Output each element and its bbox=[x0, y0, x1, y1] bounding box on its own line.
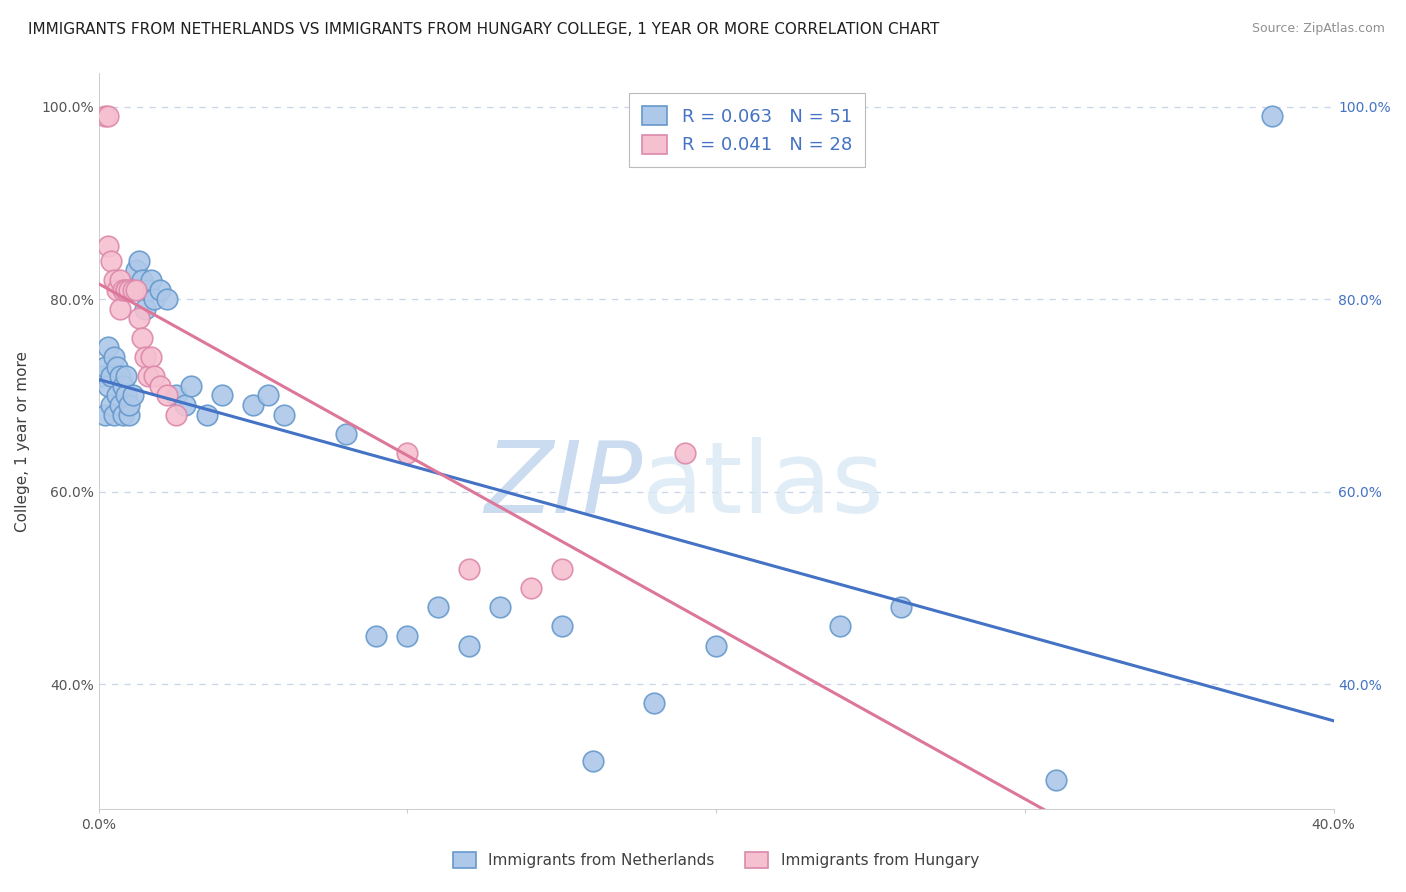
Point bbox=[136, 283, 159, 297]
Point bbox=[121, 388, 143, 402]
Point bbox=[115, 369, 138, 384]
Point bbox=[581, 754, 603, 768]
Point bbox=[828, 619, 851, 633]
Point bbox=[134, 301, 156, 316]
Point bbox=[103, 408, 125, 422]
Point bbox=[149, 283, 172, 297]
Point bbox=[366, 629, 388, 643]
Point bbox=[550, 562, 572, 576]
Point bbox=[195, 408, 218, 422]
Point bbox=[520, 581, 543, 595]
Point bbox=[136, 369, 159, 384]
Point bbox=[165, 408, 187, 422]
Point bbox=[458, 639, 481, 653]
Point bbox=[673, 446, 696, 460]
Point bbox=[124, 263, 146, 277]
Point bbox=[139, 350, 162, 364]
Point bbox=[131, 273, 153, 287]
Point bbox=[273, 408, 295, 422]
Legend: R = 0.063   N = 51, R = 0.041   N = 28: R = 0.063 N = 51, R = 0.041 N = 28 bbox=[630, 93, 865, 167]
Point bbox=[108, 369, 131, 384]
Point bbox=[550, 619, 572, 633]
Point bbox=[396, 446, 419, 460]
Text: IMMIGRANTS FROM NETHERLANDS VS IMMIGRANTS FROM HUNGARY COLLEGE, 1 YEAR OR MORE C: IMMIGRANTS FROM NETHERLANDS VS IMMIGRANT… bbox=[28, 22, 939, 37]
Point bbox=[115, 388, 138, 402]
Point bbox=[704, 639, 727, 653]
Point bbox=[105, 283, 128, 297]
Point bbox=[165, 388, 187, 402]
Point bbox=[112, 408, 135, 422]
Point bbox=[94, 359, 117, 374]
Point bbox=[1045, 773, 1067, 788]
Point bbox=[396, 629, 419, 643]
Point bbox=[97, 340, 120, 354]
Point bbox=[149, 379, 172, 393]
Point bbox=[489, 600, 512, 615]
Point bbox=[100, 398, 122, 412]
Point bbox=[131, 331, 153, 345]
Point bbox=[1261, 109, 1284, 123]
Point bbox=[890, 600, 912, 615]
Text: Source: ZipAtlas.com: Source: ZipAtlas.com bbox=[1251, 22, 1385, 36]
Point bbox=[174, 398, 197, 412]
Point bbox=[108, 398, 131, 412]
Point bbox=[94, 109, 117, 123]
Point bbox=[94, 408, 117, 422]
Point bbox=[105, 359, 128, 374]
Point bbox=[97, 239, 120, 253]
Point bbox=[139, 273, 162, 287]
Point bbox=[124, 283, 146, 297]
Point bbox=[180, 379, 202, 393]
Y-axis label: College, 1 year or more: College, 1 year or more bbox=[15, 351, 30, 532]
Point bbox=[242, 398, 264, 412]
Point bbox=[97, 109, 120, 123]
Point bbox=[112, 283, 135, 297]
Point bbox=[90, 369, 112, 384]
Point bbox=[143, 369, 166, 384]
Point bbox=[121, 283, 143, 297]
Point bbox=[427, 600, 450, 615]
Point bbox=[143, 292, 166, 306]
Point bbox=[103, 350, 125, 364]
Point bbox=[115, 283, 138, 297]
Point bbox=[155, 388, 177, 402]
Point bbox=[100, 369, 122, 384]
Point bbox=[118, 398, 141, 412]
Point bbox=[108, 273, 131, 287]
Point bbox=[100, 253, 122, 268]
Point bbox=[335, 426, 357, 441]
Point bbox=[118, 408, 141, 422]
Point bbox=[257, 388, 280, 402]
Text: ZIP: ZIP bbox=[484, 437, 643, 533]
Point bbox=[97, 379, 120, 393]
Point bbox=[128, 311, 150, 326]
Point bbox=[103, 273, 125, 287]
Point bbox=[112, 379, 135, 393]
Point bbox=[115, 283, 138, 297]
Point bbox=[458, 562, 481, 576]
Point bbox=[108, 301, 131, 316]
Text: atlas: atlas bbox=[643, 437, 883, 533]
Point bbox=[128, 253, 150, 268]
Point bbox=[105, 388, 128, 402]
Point bbox=[134, 350, 156, 364]
Point bbox=[118, 283, 141, 297]
Point bbox=[211, 388, 233, 402]
Point bbox=[643, 697, 665, 711]
Point bbox=[155, 292, 177, 306]
